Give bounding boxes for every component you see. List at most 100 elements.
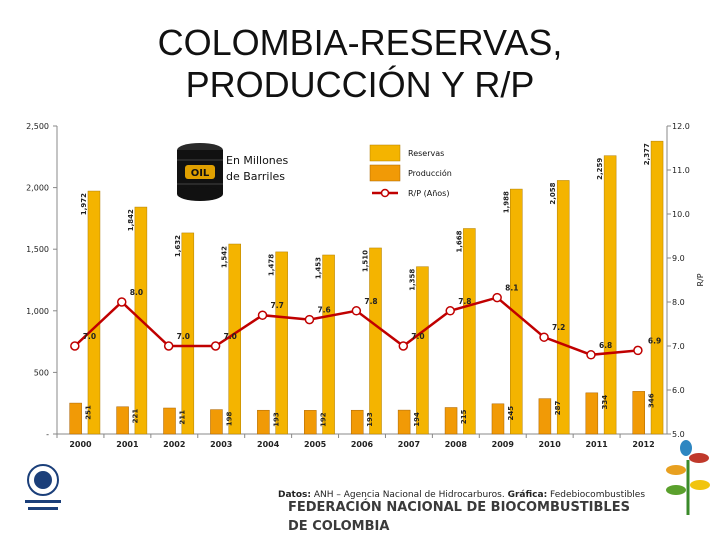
bar-reservas <box>228 243 241 435</box>
rp-point-label: 7.8 <box>364 297 377 306</box>
bar-label-produccion: 193 <box>366 412 374 427</box>
source-data-label: Datos: <box>278 490 311 500</box>
bar-produccion <box>116 406 129 435</box>
x-tick-label: 2004 <box>257 440 280 449</box>
rp-point <box>445 306 455 316</box>
legend-label-reservas: Reservas <box>408 149 444 158</box>
source-data-text: ANH – Agencia Nacional de Hidrocarburos. <box>313 490 505 500</box>
x-tick-label: 2005 <box>304 440 327 449</box>
source-note: Datos: ANH – Agencia Nacional de Hidroca… <box>278 490 645 500</box>
rp-point-label: 6.9 <box>648 336 661 345</box>
bar-label-reservas: 2,058 <box>549 182 557 204</box>
y-tick-label: 500 <box>34 368 49 377</box>
x-tick-label: 2003 <box>210 440 232 449</box>
bar-label-produccion: 334 <box>601 395 609 410</box>
bar-label-reservas: 1,478 <box>268 254 276 276</box>
bar-label-reservas: 1,988 <box>502 191 510 213</box>
y2-tick-label: 7.0 <box>672 342 685 351</box>
unit-note-line-2: de Barriles <box>226 170 285 183</box>
bars: 1,972 251 1,842 221 1,632 211 1,542 198 1,478 193… <box>69 140 664 435</box>
legend-swatch-reservas <box>369 144 401 162</box>
x-tick-label: 2010 <box>539 440 562 449</box>
x-tick-label: 2007 <box>398 440 420 449</box>
rp-point <box>163 341 174 351</box>
bar-label-reservas: 1,842 <box>127 209 135 231</box>
rp-point <box>633 345 643 356</box>
ministry-logo <box>25 464 61 510</box>
rp-point <box>586 350 596 360</box>
bar-reservas <box>87 190 101 435</box>
biofuel-logo <box>666 440 710 515</box>
legend-swatch-produccion <box>369 164 401 182</box>
oil-barrel-icon: OIL <box>177 143 223 201</box>
legend-label-rp: R/P (Años) <box>408 189 449 198</box>
title-line-1: COLOMBIA-RESERVAS, <box>157 22 563 63</box>
bar-reservas <box>369 247 382 435</box>
rp-point <box>304 314 315 325</box>
federation-line-1: FEDERACIÓN NACIONAL DE BIOCOMBUSTIBLES <box>288 500 630 515</box>
rp-point-label: 7.0 <box>177 332 190 341</box>
bar-label-reservas: 1,510 <box>362 250 370 272</box>
rp-line-layer: 7.0 8.0 7.0 7.0 7.7 7.6 7.8 7.0 7.8 8.1 7.2 6.8 6.9 <box>70 284 661 360</box>
y2-tick-label: 8.0 <box>672 298 685 307</box>
y2-tick-label: 5.0 <box>672 430 685 439</box>
rp-point-label: 7.0 <box>224 332 237 341</box>
legend-marker-rp <box>380 188 390 198</box>
unit-note-line-1: En Millones <box>226 154 289 167</box>
rp-point-label: 7.0 <box>83 332 96 341</box>
bar-reservas <box>650 140 664 435</box>
y2-tick-label: 9.0 <box>672 254 685 263</box>
bar-label-reservas: 1,453 <box>315 257 323 279</box>
bar-label-produccion: 251 <box>85 405 93 420</box>
bar-label-produccion: 194 <box>413 412 421 427</box>
federation-name: FEDERACIÓN NACIONAL DE BIOCOMBUSTIBLES D… <box>288 498 630 536</box>
x-tick-label: 2012 <box>632 440 654 449</box>
x-tick-label: 2009 <box>492 440 515 449</box>
bar-reservas <box>510 188 523 435</box>
bar-label-reservas: 1,542 <box>221 246 229 268</box>
rp-point-label: 7.7 <box>271 301 284 310</box>
chart-title: COLOMBIA-RESERVAS, PRODUCCIÓN Y R/P <box>60 22 660 106</box>
rp-point-label: 7.0 <box>411 332 424 341</box>
y2-tick-label: 6.0 <box>672 386 685 395</box>
y2-tick-label: 10.0 <box>672 210 690 219</box>
bar-reservas <box>181 232 195 435</box>
bar-label-produccion: 215 <box>460 409 468 424</box>
y-tick-label: 2,500 <box>26 122 49 131</box>
y2-tick-label: 11.0 <box>672 166 690 175</box>
bar-produccion <box>585 392 599 435</box>
oil-label-text: OIL <box>191 168 210 179</box>
bar-label-produccion: 287 <box>554 401 562 416</box>
bar-produccion <box>491 403 505 435</box>
y-tick-label: 1,500 <box>26 245 49 254</box>
y2-axis-label: R/P <box>696 273 705 286</box>
bar-produccion <box>397 409 411 435</box>
x-tick-label: 2000 <box>69 440 92 449</box>
bar-produccion <box>257 409 270 435</box>
bar-label-produccion: 221 <box>132 409 140 424</box>
bar-label-reservas: 1,668 <box>455 230 463 252</box>
x-tick-label: 2008 <box>445 440 468 449</box>
rp-point <box>539 332 549 342</box>
bar-reservas <box>463 228 476 435</box>
rp-point <box>210 341 221 351</box>
rp-point-label: 7.2 <box>552 323 565 332</box>
rp-point <box>257 310 268 320</box>
bar-produccion <box>444 407 458 435</box>
bar-label-reservas: 1,632 <box>174 235 182 257</box>
bar-reservas <box>416 266 429 435</box>
rp-point <box>351 306 362 316</box>
x-tick-label: 2011 <box>585 440 608 449</box>
legend: Reservas Producción R/P (Años) <box>369 144 452 198</box>
y-tick-label: 2,000 <box>26 184 49 193</box>
bar-label-reservas: 2,259 <box>596 158 604 180</box>
y-tick-label: 1,000 <box>26 307 49 316</box>
bar-label-produccion: 198 <box>225 411 233 426</box>
rp-point-label: 7.8 <box>458 297 471 306</box>
legend-label-produccion: Producción <box>408 168 452 178</box>
bar-label-reservas: 1,972 <box>80 193 88 215</box>
source-graphic-text: Fedebiocombustibles <box>550 490 646 500</box>
bar-produccion <box>350 409 364 435</box>
bar-reservas <box>275 251 288 435</box>
bar-produccion <box>210 409 223 435</box>
